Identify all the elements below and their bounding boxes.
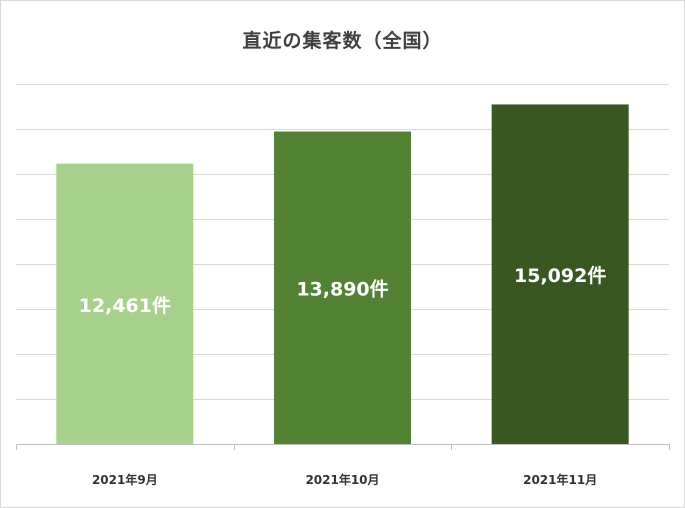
bar-2 xyxy=(274,131,411,444)
bar-1 xyxy=(56,163,194,444)
bar-3 xyxy=(491,104,629,445)
x-tick-label-1: 2021年9月 xyxy=(92,472,158,487)
data-label-1: 12,461件 xyxy=(79,294,171,317)
x-tick-label-3: 2021年11月 xyxy=(523,472,597,487)
data-label-3: 15,092件 xyxy=(514,264,606,287)
data-label-2: 13,890件 xyxy=(296,278,388,301)
x-tick-label-2: 2021年10月 xyxy=(305,472,379,487)
chart-title: 直近の集客数（全国） xyxy=(242,30,443,52)
